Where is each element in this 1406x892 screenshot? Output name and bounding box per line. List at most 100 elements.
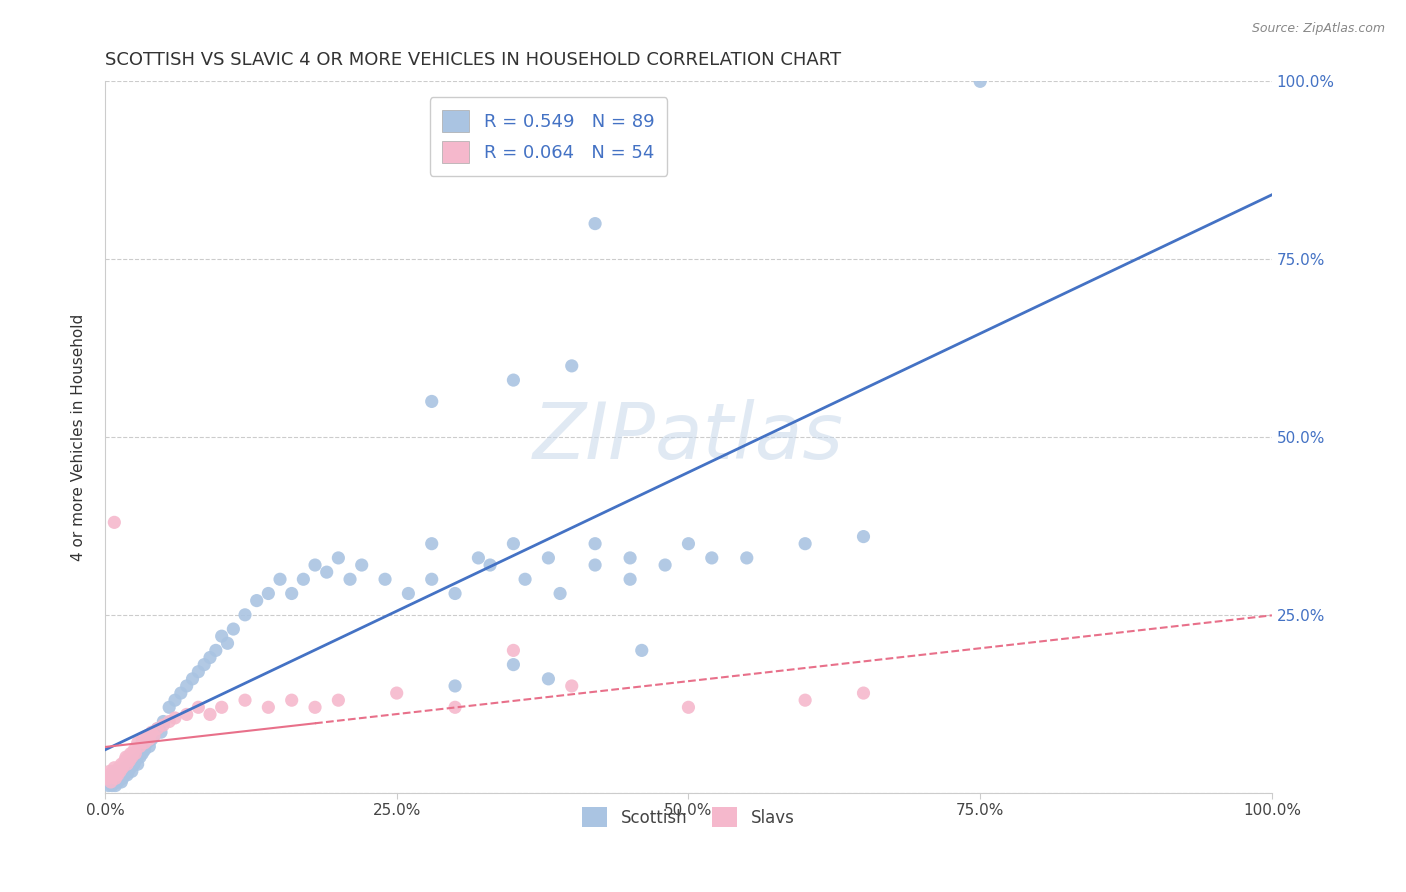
Point [420, 572, 443, 586]
Point [280, 586, 302, 600]
Point [374, 572, 396, 586]
Point [100, 772, 122, 786]
Point [150, 725, 173, 739]
Point [108, 768, 131, 782]
Point [257, 586, 280, 600]
Point [120, 761, 142, 775]
Point [537, 672, 560, 686]
Point [101, 779, 124, 793]
Point [513, 572, 536, 586]
Point [157, 714, 180, 729]
Point [246, 593, 269, 607]
Point [103, 516, 125, 530]
Point [134, 736, 156, 750]
Point [181, 672, 204, 686]
Point [101, 768, 124, 782]
Point [118, 757, 141, 772]
Point [115, 750, 138, 764]
Point [187, 665, 209, 679]
Point [502, 643, 524, 657]
Point [583, 558, 606, 572]
Point [205, 643, 228, 657]
Point [735, 550, 758, 565]
Point [110, 775, 132, 789]
Point [502, 537, 524, 551]
Point [152, 718, 174, 732]
Point [211, 629, 233, 643]
Point [97, 779, 120, 793]
Point [315, 565, 337, 579]
Point [111, 761, 134, 775]
Point [467, 550, 489, 565]
Point [98, 764, 121, 779]
Point [104, 779, 127, 793]
Point [131, 747, 153, 761]
Point [561, 359, 583, 373]
Point [257, 700, 280, 714]
Point [138, 739, 160, 754]
Point [852, 530, 875, 544]
Point [630, 643, 652, 657]
Point [479, 558, 502, 572]
Point [217, 636, 239, 650]
Point [198, 650, 221, 665]
Point [104, 772, 127, 786]
Point [131, 732, 153, 747]
Point [143, 729, 166, 743]
Point [176, 679, 198, 693]
Point [548, 586, 571, 600]
Point [122, 747, 145, 761]
Point [146, 722, 169, 736]
Point [127, 736, 149, 750]
Point [396, 586, 419, 600]
Point [385, 686, 408, 700]
Point [280, 693, 302, 707]
Point [678, 700, 700, 714]
Point [127, 757, 149, 772]
Point [350, 558, 373, 572]
Point [561, 679, 583, 693]
Point [157, 700, 180, 714]
Point [98, 775, 121, 789]
Point [122, 743, 145, 757]
Point [97, 768, 120, 782]
Point [222, 622, 245, 636]
Point [108, 764, 131, 779]
Point [304, 700, 326, 714]
Point [117, 750, 139, 764]
Point [146, 722, 169, 736]
Point [187, 700, 209, 714]
Point [124, 747, 146, 761]
Point [502, 373, 524, 387]
Point [328, 693, 350, 707]
Point [105, 764, 128, 779]
Point [794, 693, 817, 707]
Point [118, 754, 141, 768]
Point [100, 775, 122, 789]
Point [678, 537, 700, 551]
Point [96, 772, 118, 786]
Point [339, 572, 361, 586]
Point [103, 772, 125, 786]
Point [129, 750, 152, 764]
Text: SCOTTISH VS SLAVIC 4 OR MORE VEHICLES IN HOUSEHOLD CORRELATION CHART: SCOTTISH VS SLAVIC 4 OR MORE VEHICLES IN… [105, 51, 841, 69]
Point [969, 74, 991, 88]
Point [136, 729, 159, 743]
Point [121, 764, 143, 779]
Text: Source: ZipAtlas.com: Source: ZipAtlas.com [1251, 22, 1385, 36]
Point [619, 572, 641, 586]
Point [111, 772, 134, 786]
Point [328, 550, 350, 565]
Y-axis label: 4 or more Vehicles in Household: 4 or more Vehicles in Household [72, 313, 86, 561]
Point [108, 772, 131, 786]
Point [444, 700, 467, 714]
Point [794, 537, 817, 551]
Point [107, 768, 129, 782]
Point [420, 537, 443, 551]
Point [163, 711, 186, 725]
Point [170, 686, 193, 700]
Point [105, 764, 128, 779]
Point [583, 537, 606, 551]
Point [141, 725, 163, 739]
Point [292, 572, 315, 586]
